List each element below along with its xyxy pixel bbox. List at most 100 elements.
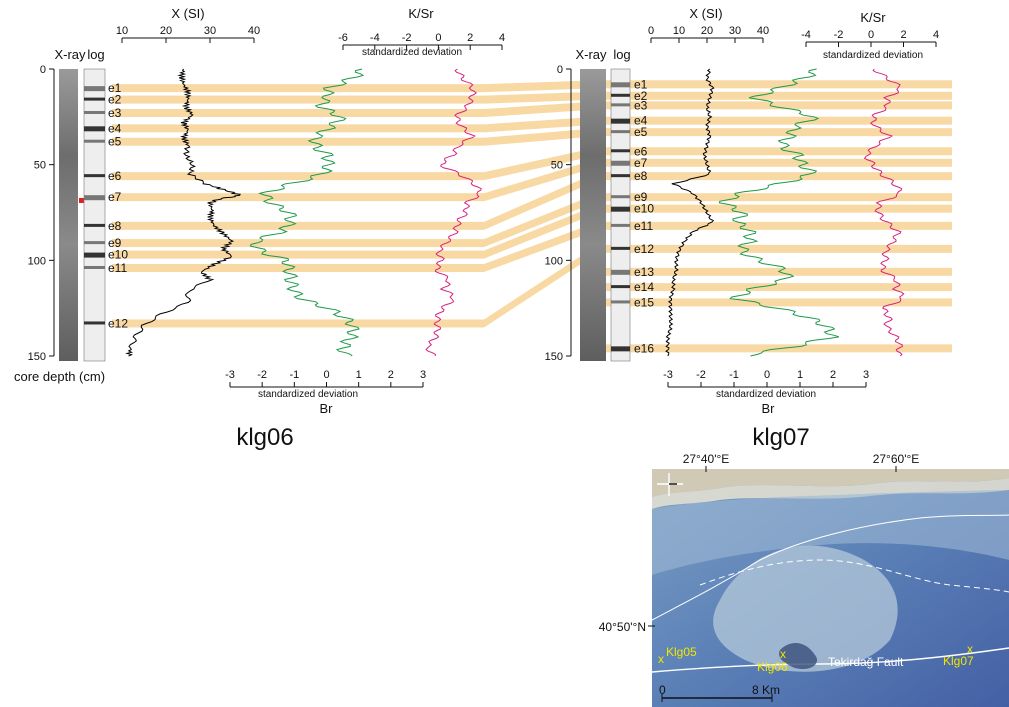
core2-axis-1-tick-label-3: 0: [764, 369, 770, 381]
core2-event-label-e4: e4: [634, 114, 648, 128]
map-fault-trace-1: [652, 514, 1009, 621]
br-axis-title-klg07: Br: [762, 401, 776, 416]
core1-axis-1-tick-label-4: 1: [356, 369, 362, 381]
log-header-klg06: log: [87, 47, 104, 62]
connector-e1: [484, 80, 598, 93]
core1-event-label-e10: e10: [108, 248, 128, 262]
core2-axis-0-tick-label-3: 30: [729, 25, 741, 37]
ksr-std-label-klg07: standardized deviation: [823, 50, 923, 61]
core2-event-label-e16: e16: [634, 341, 654, 355]
core1-trace-2: [425, 68, 482, 357]
core1-band-e1: [112, 84, 484, 93]
core1-band-e8: [112, 221, 484, 230]
core1-axis-2-tick-label-1: -4: [370, 32, 380, 44]
core1-log-bed-e4: [84, 126, 105, 132]
core2-log-bed-e4: [611, 118, 630, 124]
core2-axis-1-tick-label-4: 1: [797, 369, 803, 381]
ms-axis-title-klg06: X (SI): [171, 6, 204, 21]
core2-axis-0-tick-label-0: 0: [648, 25, 654, 37]
core1-axis-1-tick-label-3: 0: [323, 369, 329, 381]
core1-log-bed-e5: [84, 139, 105, 143]
core2-axis-0-tick-label-2: 20: [701, 25, 713, 37]
core1-depth-tick-label-1: 50: [34, 160, 46, 172]
core1-event-label-e8: e8: [108, 219, 122, 233]
core1-log-bed-e2: [84, 97, 105, 101]
data-traces: [125, 68, 905, 357]
core2-axis-0-tick-label-4: 40: [757, 25, 769, 37]
core1-log-bed-e9: [84, 241, 105, 245]
core1-band-e4: [112, 124, 484, 133]
core2-event-label-e6: e6: [634, 144, 648, 158]
xray-image-klg07: [580, 69, 606, 361]
log-strips-klg07: [611, 82, 630, 352]
core2-trace-2: [863, 68, 905, 357]
core1-event-label-e2: e2: [108, 93, 122, 107]
core2-depth-tick-label-3: 150: [545, 351, 563, 363]
tekirdag-fault-label: Tekirdağ Fault: [828, 655, 904, 669]
core2-band-e9: [598, 193, 952, 202]
core1-band-e2: [112, 95, 484, 104]
core-depth-label: core depth (cm): [14, 369, 105, 384]
connector-e7: [484, 158, 598, 202]
core1-trace-1: [249, 68, 365, 357]
xray-image-klg06: [59, 69, 78, 361]
core2-event-label-e7: e7: [634, 156, 648, 170]
core1-depth-tick-label-0: 0: [40, 64, 46, 76]
xray-header-klg06: X-ray: [54, 47, 86, 62]
core2-event-label-e12: e12: [634, 242, 654, 256]
core1-event-label-e6: e6: [108, 169, 122, 183]
core1-band-e5: [112, 137, 484, 146]
core1-band-e6: [112, 172, 484, 181]
core2-band-e12: [598, 244, 952, 253]
core2-band-e1: [598, 80, 952, 89]
core2-trace-1: [718, 68, 840, 357]
core2-band-e2: [598, 91, 952, 100]
core2-band-e13: [598, 267, 952, 276]
core2-log-bed-e6: [611, 149, 630, 153]
core2-band-e7: [598, 158, 952, 167]
site-marker-klg07: x: [967, 642, 973, 656]
connector-e11: [484, 221, 598, 272]
core1-axis-2-tick-label-5: 4: [499, 32, 505, 44]
connector-e5: [484, 128, 598, 146]
core2-axis-1-tick-label-6: 3: [863, 369, 869, 381]
br-std-label-klg07: standardized deviation: [716, 389, 816, 400]
ksr-axis-title-klg07: K/Sr: [860, 10, 886, 25]
core2-log-bed-e16: [611, 346, 630, 352]
core2-log-bed-e2: [611, 93, 630, 97]
connector-e9: [484, 193, 598, 248]
core1-log-bed-e3: [84, 111, 105, 115]
core2-axis-2-tick-label-2: 0: [868, 29, 874, 41]
connector-e6: [484, 147, 598, 181]
core2-log-bed-e1: [611, 82, 630, 88]
core-title-klg06: klg06: [236, 424, 293, 451]
core1-axis-0-tick-label-1: 20: [160, 25, 172, 37]
log-column-klg07: [610, 68, 631, 362]
core2-band-e14: [598, 283, 952, 292]
map-ridge: [713, 545, 898, 672]
core1-axis-2-tick-label-4: 2: [467, 32, 473, 44]
core2-axis-2-tick-label-1: -2: [834, 29, 844, 41]
core2-log-bed-e10: [611, 206, 630, 212]
core1-axis-0-tick-label-2: 30: [204, 25, 216, 37]
core1-event-label-e1: e1: [108, 81, 122, 95]
core2-event-label-e15: e15: [634, 295, 654, 309]
core2-band-e10: [598, 204, 952, 213]
core2-band-e8: [598, 172, 952, 181]
core2-depth-tick-label-2: 100: [545, 255, 563, 267]
map-coastline: [652, 478, 1009, 509]
core2-depth-tick-label-1: 50: [551, 160, 563, 172]
core2-band-e4: [598, 116, 952, 125]
core2-axis-1-tick-label-2: -1: [729, 369, 739, 381]
core1-axis-0-tick-label-0: 10: [116, 25, 128, 37]
core2-event-label-e8: e8: [634, 169, 648, 183]
core1-log-bed-e8: [84, 223, 105, 227]
map-basin: [779, 643, 818, 670]
core2-band-e3: [598, 101, 952, 110]
core1-axis-2-tick-label-0: -6: [338, 32, 348, 44]
core2-event-label-e3: e3: [634, 98, 648, 112]
core2-band-e16: [598, 344, 952, 353]
core2-axis-2-tick-label-3: 2: [900, 29, 906, 41]
core2-trace-0: [665, 68, 715, 357]
core2-log-bed-e11: [611, 223, 630, 227]
